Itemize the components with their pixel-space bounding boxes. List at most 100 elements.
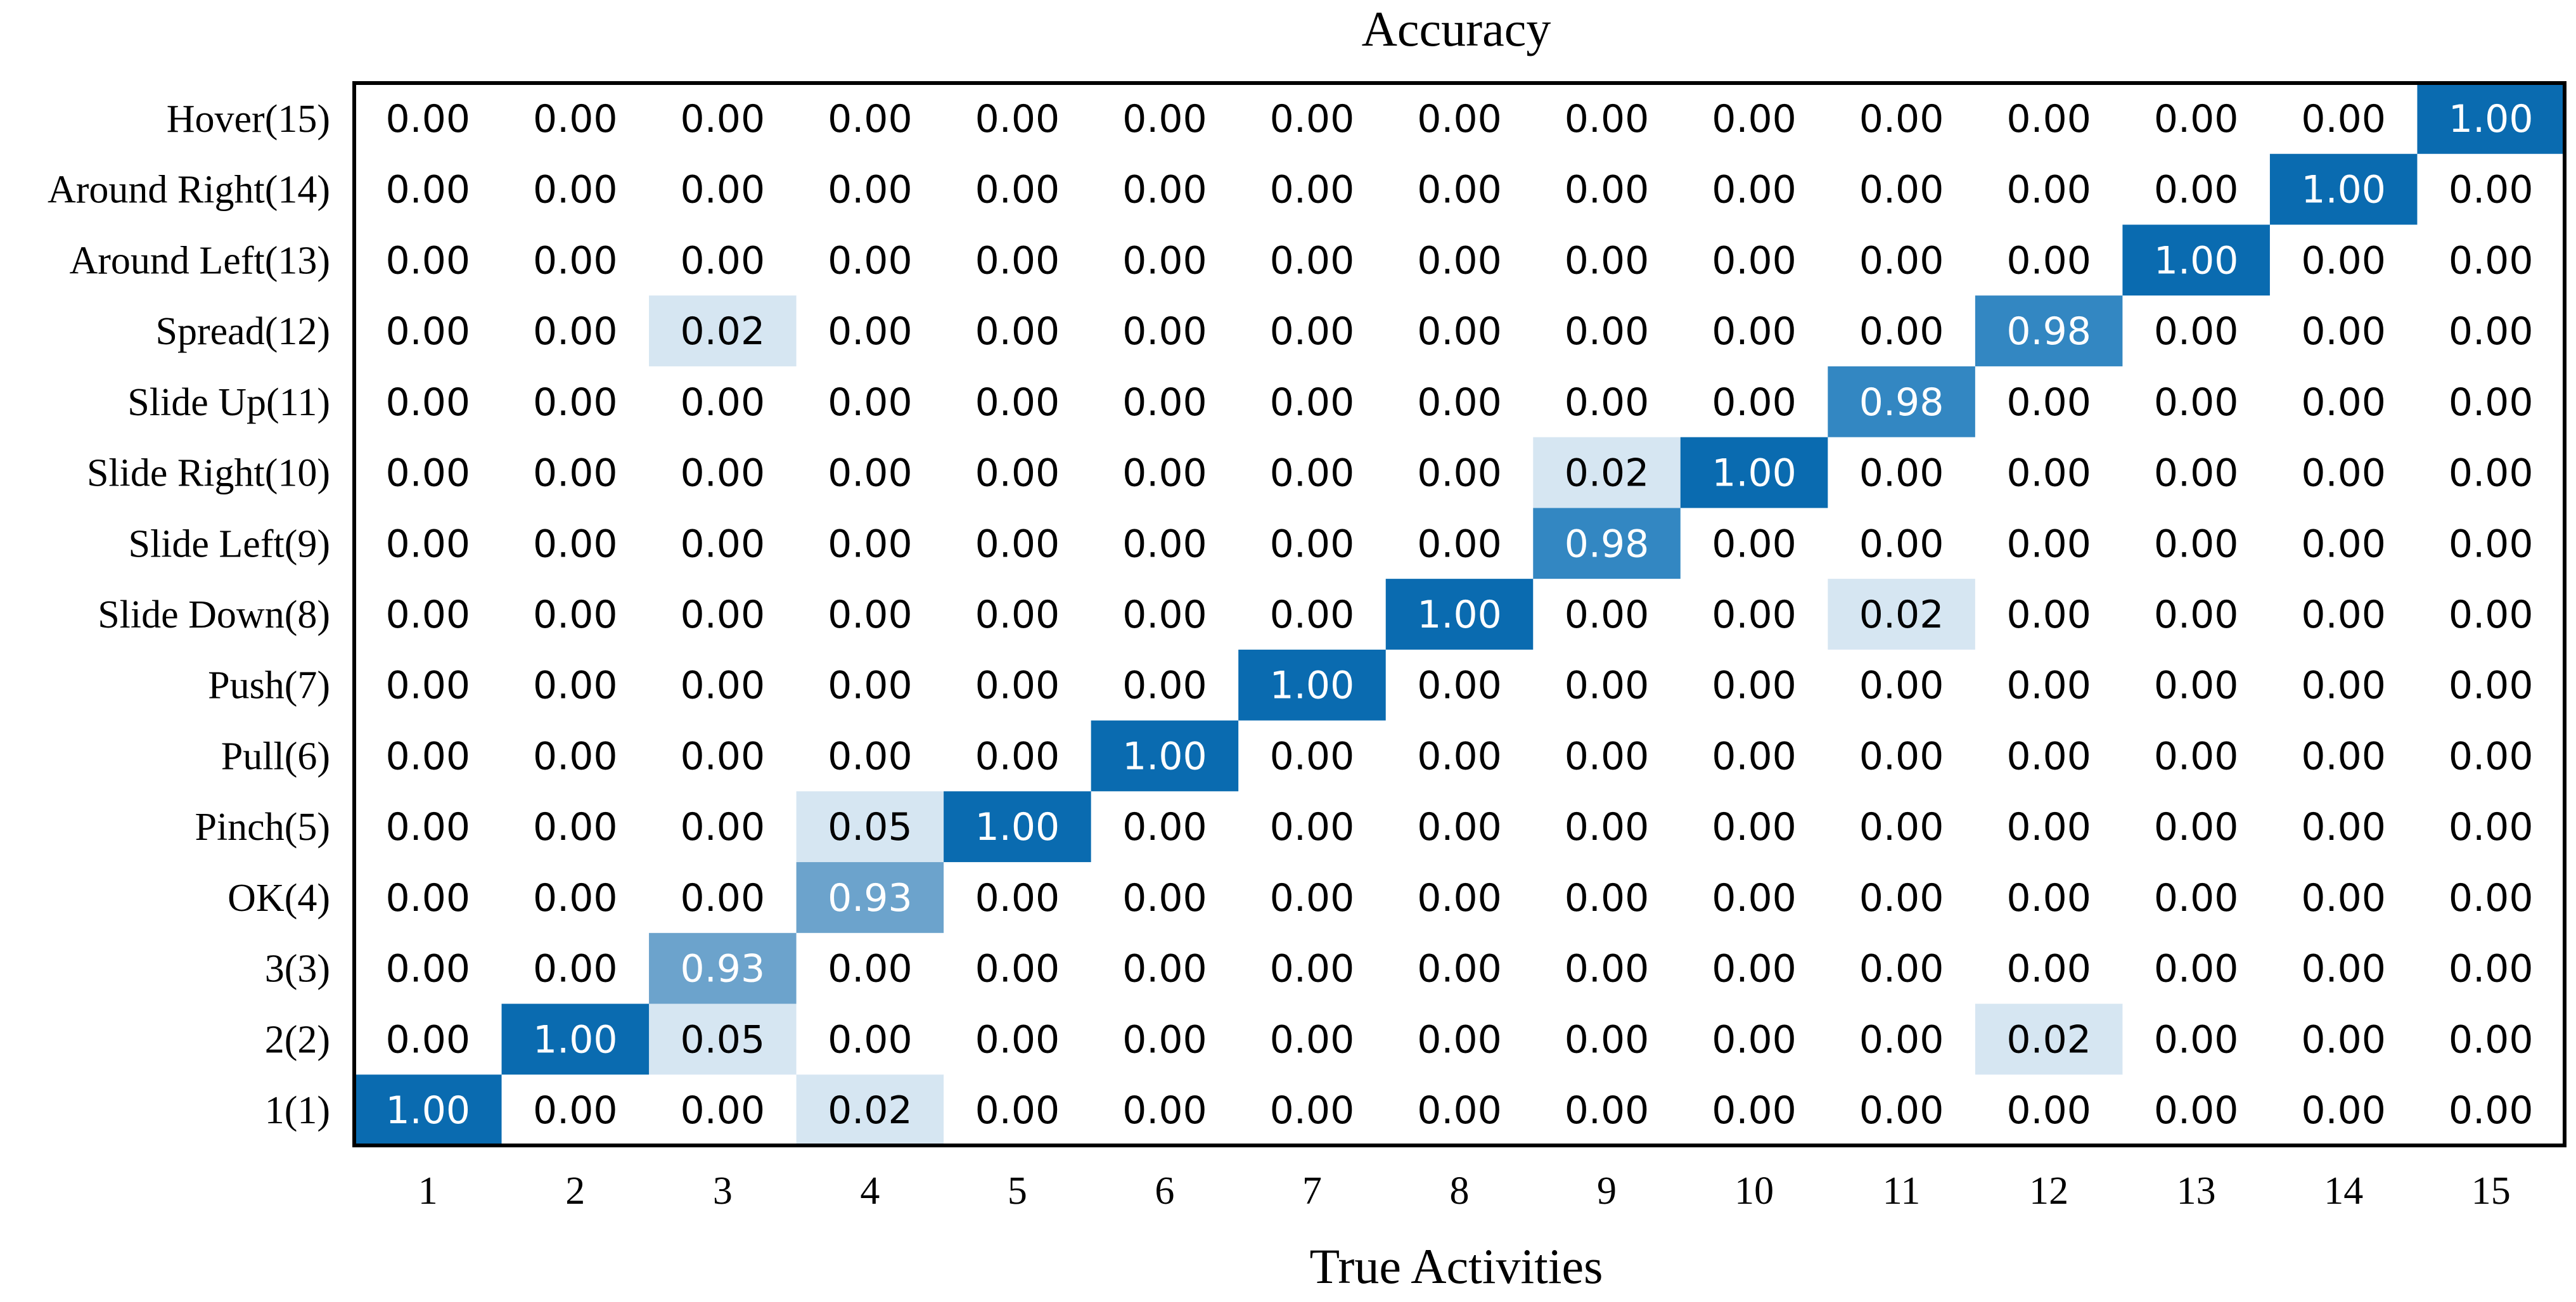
heatmap-cell xyxy=(1385,649,1534,721)
y-tick-label: Slide Left(9) xyxy=(128,522,330,565)
cell-value-label: 0.00 xyxy=(975,97,1060,141)
heatmap-cell xyxy=(501,720,650,792)
heatmap-cell xyxy=(2269,295,2418,367)
heatmap-cell xyxy=(354,366,503,438)
x-tick-label: 9 xyxy=(1597,1170,1617,1213)
cell-value-label: 0.00 xyxy=(2301,522,2386,566)
heatmap-cell xyxy=(1680,153,1828,225)
cell-value-label: 1.00 xyxy=(1712,451,1797,496)
heatmap-cell xyxy=(944,1003,1092,1075)
cell-value-label: 0.00 xyxy=(1270,805,1355,849)
heatmap-cell xyxy=(2417,295,2565,367)
heatmap-cell xyxy=(1975,366,2123,438)
cell-value-label: 1.00 xyxy=(1417,593,1502,637)
cell-value-label: 0.00 xyxy=(1270,947,1355,991)
heatmap-cell xyxy=(2122,224,2271,296)
heatmap-cell xyxy=(1385,791,1534,863)
heatmap-cell xyxy=(2269,1003,2418,1075)
cell-value-label: 0.00 xyxy=(975,593,1060,637)
cell-value-label: 0.00 xyxy=(2154,522,2239,566)
cell-value-label: 0.00 xyxy=(2006,947,2091,991)
cell-value-label: 0.00 xyxy=(2154,1088,2239,1133)
cell-value-label: 0.00 xyxy=(1712,238,1797,283)
heatmap-cell xyxy=(2417,1074,2565,1146)
heatmap-cell xyxy=(796,579,944,650)
cell-value-label: 0.00 xyxy=(1122,522,1207,566)
cell-value-label: 0.00 xyxy=(828,1017,913,1062)
heatmap-cell xyxy=(1385,224,1534,296)
heatmap-cell xyxy=(2417,224,2565,296)
heatmap-cell xyxy=(354,791,503,863)
heatmap-cell xyxy=(1238,366,1387,438)
heatmap-cell xyxy=(2122,862,2271,934)
heatmap-cell xyxy=(354,1074,503,1146)
cell-value-label: 0.00 xyxy=(2006,97,2091,141)
heatmap-cell xyxy=(2122,579,2271,650)
cell-value-label: 0.00 xyxy=(2449,876,2534,920)
cell-value-label: 0.00 xyxy=(1859,451,1944,496)
cell-value-label: 0.00 xyxy=(681,522,766,566)
cell-value-label: 0.00 xyxy=(1712,1017,1797,1062)
heatmap-cell xyxy=(1680,1003,1828,1075)
y-tick-label: Hover(15) xyxy=(167,98,330,141)
heatmap-cell xyxy=(1680,437,1828,508)
heatmap-cell xyxy=(1238,720,1387,792)
heatmap-cell xyxy=(1091,791,1239,863)
cell-value-label: 0.00 xyxy=(1270,238,1355,283)
heatmap-cell xyxy=(1238,649,1387,721)
heatmap-cell xyxy=(649,224,797,296)
heatmap-cell xyxy=(354,579,503,650)
heatmap-cell xyxy=(1091,720,1239,792)
cell-value-label: 0.00 xyxy=(1270,168,1355,212)
y-tick-label: Pinch(5) xyxy=(195,806,330,849)
cell-value-label: 0.00 xyxy=(2301,238,2386,283)
cell-value-label: 0.00 xyxy=(1712,734,1797,778)
heatmap-cell xyxy=(1385,720,1534,792)
cell-value-label: 0.00 xyxy=(681,805,766,849)
cell-value-label: 0.00 xyxy=(1712,522,1797,566)
x-axis-label: True Activities xyxy=(1310,1239,1603,1294)
cell-value-label: 0.00 xyxy=(2154,947,2239,991)
heatmap-cell xyxy=(649,153,797,225)
cell-value-label: 0.00 xyxy=(2301,380,2386,425)
cell-value-label: 0.00 xyxy=(975,522,1060,566)
cell-value-label: 0.00 xyxy=(385,947,470,991)
cell-value-label: 0.00 xyxy=(1859,734,1944,778)
cell-value-label: 0.98 xyxy=(2006,309,2091,354)
cell-value-label: 0.00 xyxy=(1270,734,1355,778)
cell-value-label: 0.00 xyxy=(1565,593,1650,637)
cell-value-label: 0.00 xyxy=(1122,238,1207,283)
cell-value-label: 0.00 xyxy=(2449,1017,2534,1062)
heatmap-cell xyxy=(2417,366,2565,438)
heatmap-cell xyxy=(501,153,650,225)
cell-value-label: 0.00 xyxy=(385,97,470,141)
y-tick-label: Push(7) xyxy=(208,664,330,707)
cell-value-label: 0.00 xyxy=(1565,947,1650,991)
cell-value-label: 0.00 xyxy=(1270,593,1355,637)
heatmap-cell xyxy=(1533,1003,1681,1075)
heatmap-cell xyxy=(2122,1074,2271,1146)
heatmap-cell xyxy=(1828,791,1976,863)
heatmap-cell xyxy=(1385,862,1534,934)
heatmap-cell xyxy=(2417,862,2565,934)
heatmap-cell xyxy=(501,649,650,721)
cell-value-label: 0.00 xyxy=(2301,1017,2386,1062)
heatmap-cell xyxy=(1533,862,1681,934)
cell-value-label: 0.00 xyxy=(533,168,618,212)
heatmap-cell xyxy=(1238,862,1387,934)
cell-value-label: 0.05 xyxy=(681,1017,766,1062)
cell-value-label: 0.00 xyxy=(828,168,913,212)
cell-value-label: 0.00 xyxy=(2006,238,2091,283)
heatmap-cell xyxy=(1680,649,1828,721)
heatmap-cell xyxy=(1385,437,1534,508)
cell-value-label: 0.00 xyxy=(2006,451,2091,496)
cell-value-label: 0.00 xyxy=(2449,522,2534,566)
y-tick-label: 3(3) xyxy=(265,948,330,991)
cell-value-label: 0.00 xyxy=(2154,593,2239,637)
heatmap-cell xyxy=(1975,437,2123,508)
cell-value-label: 0.00 xyxy=(1270,1017,1355,1062)
x-tick-label: 3 xyxy=(713,1170,733,1213)
heatmap-cell xyxy=(2269,649,2418,721)
cell-value-label: 0.00 xyxy=(975,451,1060,496)
cell-value-label: 0.00 xyxy=(1712,947,1797,991)
